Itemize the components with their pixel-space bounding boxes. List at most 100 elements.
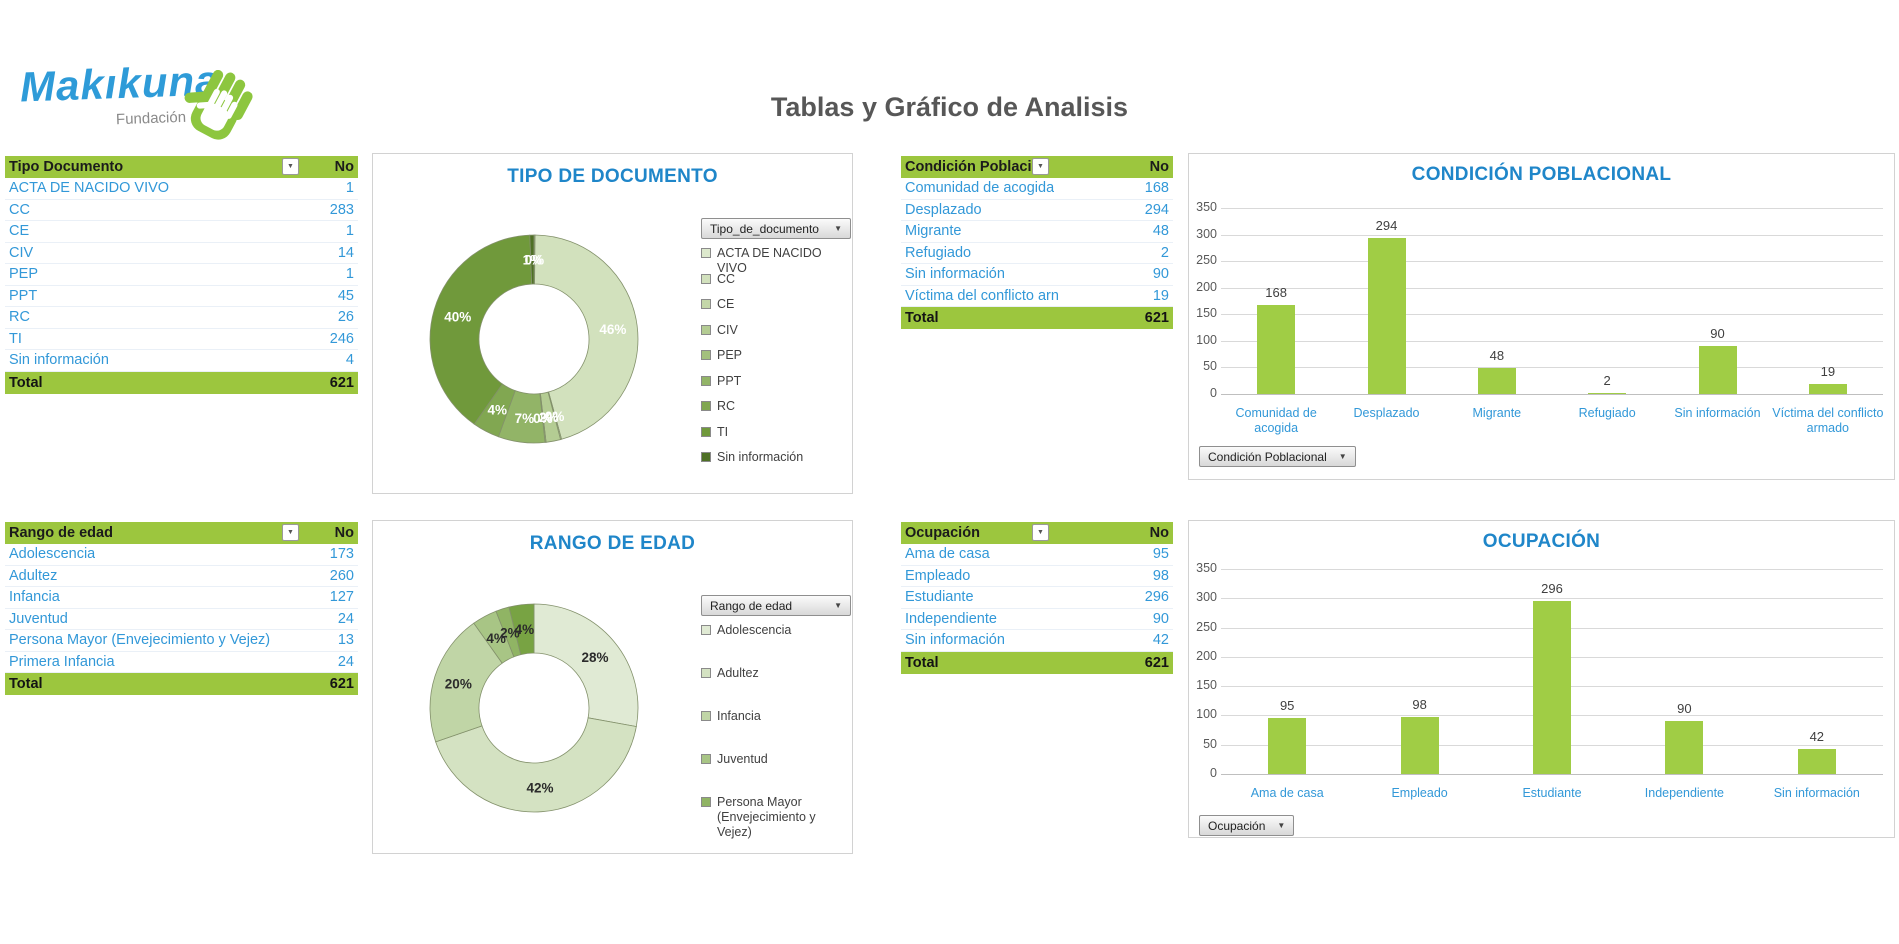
- column-header-no: No: [1149, 159, 1169, 175]
- row-label: CE: [9, 223, 30, 240]
- legend-item: Sin información: [701, 450, 803, 465]
- gridline: [1221, 208, 1883, 209]
- table-row: Estudiante 296: [901, 587, 1173, 609]
- legend-label: Adultez: [717, 666, 759, 680]
- category-label: Desplazado: [1353, 406, 1420, 420]
- y-axis-tick-label: 0: [1210, 386, 1217, 400]
- column-header-no: No: [334, 159, 354, 175]
- hand-icon: [184, 70, 253, 140]
- total-label: Total: [9, 676, 43, 692]
- legend-label: RC: [717, 399, 736, 413]
- donut-percent-label: 28%: [582, 650, 609, 665]
- bar-value-label: 98: [1412, 696, 1427, 712]
- legend-swatch: [701, 426, 711, 437]
- y-axis-tick-label: 150: [1196, 678, 1217, 693]
- category-label: Comunidad de acogida: [1235, 406, 1317, 435]
- legend-label: Infancia: [717, 709, 761, 723]
- chevron-down-icon: ▼: [1277, 821, 1286, 830]
- table-row: ACTA DE NACIDO VIVO 1: [5, 178, 358, 200]
- row-value: 296: [1144, 589, 1169, 606]
- pivot-filter-button[interactable]: Ocupación ▼: [1199, 815, 1295, 836]
- row-value: 13: [337, 632, 354, 649]
- bar: [1533, 600, 1571, 774]
- category-label: Estudiante: [1522, 786, 1582, 800]
- row-label: Primera Infancia: [9, 653, 115, 670]
- row-label: Víctima del conflicto arn: [905, 287, 1059, 304]
- legend-swatch: [701, 401, 711, 411]
- pivot-table-tipo-documento: Tipo Documento ▼ No ACTA DE NACIDO VIVO 1 CC 2…: [5, 156, 358, 394]
- bar: [1665, 721, 1704, 774]
- total-label: Total: [905, 654, 939, 671]
- column-header-no: No: [334, 525, 354, 541]
- legend-label: Adolescencia: [717, 623, 792, 637]
- bar: [1797, 749, 1836, 774]
- total-label: Total: [9, 374, 43, 391]
- gridline: [1221, 234, 1883, 236]
- legend-item: Adultez: [701, 666, 759, 681]
- chart-title: RANGO DE EDAD: [529, 533, 696, 554]
- pivot-filter-button[interactable]: Tipo_de_documento ▼: [701, 218, 851, 239]
- donut-percent-label: 42%: [527, 780, 554, 795]
- donut-percent-label: 2%: [539, 410, 559, 425]
- donut-percent-label: 0%: [525, 253, 545, 268]
- table-row: Adolescencia 173: [5, 544, 358, 566]
- legend-item: Persona Mayor (Envejecimiento y Vejez): [701, 795, 853, 840]
- category-label: Ama de casa: [1250, 786, 1324, 800]
- filter-dropdown-button[interactable]: ▼: [282, 158, 299, 175]
- filter-dropdown-button[interactable]: ▼: [282, 524, 299, 541]
- legend-swatch: [701, 452, 711, 462]
- donut-percent-label: 4%: [487, 402, 507, 417]
- gridline: [1221, 774, 1883, 775]
- chevron-down-icon: ▼: [834, 601, 842, 610]
- legend-label: CE: [717, 297, 735, 311]
- pivot-filter-button[interactable]: Condición Poblacional ▼: [1199, 446, 1356, 467]
- pivot-filter-label: Tipo_de_documento: [710, 221, 819, 236]
- bar-value-label: 168: [1265, 284, 1287, 300]
- legend-item: Juventud: [701, 752, 768, 767]
- y-axis-tick-label: 250: [1196, 619, 1217, 634]
- table-row: PEP 1: [5, 264, 358, 286]
- bar: [1698, 346, 1737, 394]
- gridline: [1221, 287, 1883, 289]
- table-row: Sin información 90: [901, 264, 1173, 286]
- row-value: 98: [1152, 567, 1169, 584]
- donut-percent-label: 0%: [545, 409, 565, 424]
- row-label: Comunidad de acogida: [905, 180, 1055, 197]
- y-axis-tick-label: 150: [1196, 306, 1217, 321]
- donut-chart: 28% 42% 20% 4%2%4%: [429, 603, 639, 813]
- chevron-down-icon: ▼: [287, 529, 294, 536]
- chevron-down-icon: ▼: [287, 163, 294, 170]
- total-value: 621: [329, 676, 354, 692]
- row-value: 1: [345, 223, 354, 240]
- legend-label: TI: [717, 424, 729, 439]
- total-row: Total 621: [5, 371, 358, 394]
- row-label: Migrante: [905, 223, 962, 240]
- row-label: Desplazado: [905, 201, 982, 218]
- category-label: Independiente: [1644, 786, 1725, 800]
- legend-item: CIV: [701, 323, 738, 338]
- pivot-filter-label: Condición Poblacional: [1208, 449, 1327, 464]
- table-row: Sin información 42: [901, 630, 1173, 652]
- bar: [1257, 304, 1296, 394]
- filter-dropdown-button[interactable]: ▼: [1032, 524, 1049, 541]
- legend-swatch: [701, 668, 711, 678]
- category-label: Sin información: [1674, 406, 1761, 420]
- row-value: 26: [337, 309, 354, 326]
- bar: [1400, 716, 1439, 774]
- row-value: 90: [1152, 266, 1169, 283]
- row-value: 90: [1152, 610, 1169, 627]
- y-axis-tick-label: 0: [1210, 766, 1217, 780]
- total-row: Total 621: [901, 651, 1173, 674]
- pivot-filter-button[interactable]: Rango de edad ▼: [701, 595, 851, 616]
- filter-dropdown-button[interactable]: ▼: [1032, 158, 1049, 175]
- chart-panel-tipo-documento: TIPO DE DOCUMENTO 0% 46% 0% 2% 0% 7% 4% 40% 1% Tip…: [372, 153, 853, 494]
- donut-percent-label: 4%: [515, 622, 535, 637]
- table-row: CC 283: [5, 200, 358, 221]
- donut-percent-label: 0%: [533, 411, 553, 426]
- bar-value-label: 19: [1820, 363, 1836, 379]
- legend-swatch: [701, 375, 711, 386]
- chart-panel-condicion-poblacional: CONDICIÓN POBLACIONAL 0 50 100 150 200 250 300 3…: [1188, 153, 1895, 480]
- pivot-table-rango-de-edad: Rango de edad ▼ No Adolescencia 173 Adultez 26…: [5, 522, 358, 695]
- legend-swatch: [701, 350, 711, 360]
